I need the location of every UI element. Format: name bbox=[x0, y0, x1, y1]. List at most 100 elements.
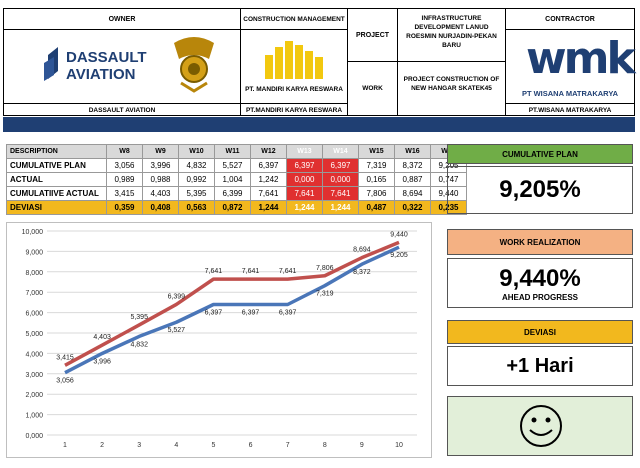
table-row-deviasi: DEVIASI 0,359 0,408 0,563 0,872 1,244 1,… bbox=[6, 200, 467, 215]
realization-value-box: 9,440% AHEAD PROGRESS bbox=[447, 258, 633, 308]
table-cell: 0,408 bbox=[142, 200, 179, 215]
project-work-values: INFRASTRUCTURE DEVELOPMENT LANUD ROESMIN… bbox=[398, 9, 506, 115]
table-row: ACTUAL 0,989 0,988 0,992 1,004 1,242 0,0… bbox=[6, 172, 467, 187]
row-label: CUMULATIIVE ACTUAL bbox=[6, 186, 107, 201]
air-force-emblem-icon bbox=[169, 33, 219, 93]
table-cell: 4,832 bbox=[178, 158, 215, 173]
owner-title: OWNER bbox=[108, 16, 136, 23]
y-tick-label: 4,000 bbox=[25, 351, 43, 358]
y-tick-label: 10,000 bbox=[22, 229, 44, 236]
y-tick-label: 2,000 bbox=[25, 392, 43, 399]
smiley-icon bbox=[520, 405, 562, 447]
table-cell: 6,397 bbox=[322, 158, 359, 173]
contractor-caption: PT.WISANA MATRAKARYA bbox=[528, 107, 612, 114]
y-tick-label: 0,000 bbox=[25, 433, 43, 440]
data-label: 3,056 bbox=[56, 378, 74, 385]
x-tick-label: 2 bbox=[100, 442, 104, 449]
y-tick-label: 3,000 bbox=[25, 372, 43, 379]
x-tick-label: 5 bbox=[211, 442, 215, 449]
week-header: W11 bbox=[214, 144, 251, 159]
table-cell: 0,322 bbox=[394, 200, 431, 215]
data-label: 4,832 bbox=[130, 341, 148, 348]
data-label: 9,440 bbox=[390, 231, 408, 238]
table-cell: 0,887 bbox=[394, 172, 431, 187]
data-label: 6,397 bbox=[279, 310, 297, 317]
data-label: 6,399 bbox=[168, 293, 186, 300]
x-tick-label: 8 bbox=[323, 442, 327, 449]
x-tick-label: 3 bbox=[137, 442, 141, 449]
week-header: W16 bbox=[394, 144, 431, 159]
table-cell: 9,440 bbox=[430, 186, 467, 201]
dassault-logo-icon: DASSAULT AVIATION bbox=[44, 47, 147, 83]
wmk-logo: wmk bbox=[526, 33, 636, 84]
table-cell: 7,319 bbox=[358, 158, 395, 173]
project-label: PROJECT bbox=[355, 32, 390, 39]
mandiri-logo-icon bbox=[261, 39, 328, 79]
table-cell: 6,397 bbox=[250, 158, 287, 173]
work-value: PROJECT CONSTRUCTION OF NEW HANGAR SKATE… bbox=[403, 76, 500, 92]
y-tick-label: 5,000 bbox=[25, 331, 43, 338]
plan-title-box: CUMULATIVE PLAN bbox=[447, 144, 633, 164]
dassault-logo: DASSAULT AVIATION bbox=[44, 43, 164, 83]
contractor-logo-sub: PT WISANA MATRAKARYA bbox=[521, 89, 619, 98]
data-label: 3,415 bbox=[56, 354, 74, 361]
x-tick-label: 7 bbox=[286, 442, 290, 449]
week-header: W12 bbox=[250, 144, 287, 159]
contractor-cell: CONTRACTOR wmk PT WISANA MATRAKARYA PT.W… bbox=[506, 9, 636, 115]
table-cell: 7,641 bbox=[286, 186, 323, 201]
y-tick-label: 7,000 bbox=[25, 290, 43, 297]
table-cell: 0,165 bbox=[358, 172, 395, 187]
status-box bbox=[447, 396, 633, 456]
row-label: CUMULATIVE PLAN bbox=[6, 158, 107, 173]
project-work-labels: PROJECT WORK bbox=[348, 9, 398, 115]
table-cell: 1,244 bbox=[250, 200, 287, 215]
row-label: DEVIASI bbox=[6, 200, 107, 215]
table-cell: 5,395 bbox=[178, 186, 215, 201]
deviasi-title-box: DEVIASI bbox=[447, 320, 633, 344]
header-band bbox=[3, 117, 635, 132]
table-cell: 0,988 bbox=[142, 172, 179, 187]
svg-text:AVIATION: AVIATION bbox=[66, 66, 135, 83]
data-label: 5,527 bbox=[168, 327, 186, 334]
owner-cell: OWNER DASSAULT AVIATION DASSAULT AVIATIO… bbox=[4, 9, 241, 115]
table-cell: 0,000 bbox=[322, 172, 359, 187]
data-label: 7,319 bbox=[316, 291, 334, 298]
week-header: W9 bbox=[142, 144, 179, 159]
table-cell: 0,872 bbox=[214, 200, 251, 215]
table-cell: 1,242 bbox=[250, 172, 287, 187]
deviasi-value-box: +1 Hari bbox=[447, 346, 633, 386]
contractor-title: CONTRACTOR bbox=[545, 16, 595, 23]
description-header: DESCRIPTION bbox=[6, 144, 107, 159]
realization-value: 9,440% bbox=[499, 265, 581, 292]
plan-series-line bbox=[64, 245, 400, 375]
table-cell: 3,415 bbox=[106, 186, 143, 201]
owner-caption: DASSAULT AVIATION bbox=[88, 107, 156, 114]
svg-text:DASSAULT: DASSAULT bbox=[66, 49, 147, 66]
data-label: 7,641 bbox=[279, 268, 297, 275]
data-label: 5,395 bbox=[130, 314, 148, 321]
project-header: OWNER DASSAULT AVIATION DASSAULT AVIATIO… bbox=[3, 8, 636, 116]
realization-title-box: WORK REALIZATION bbox=[447, 229, 633, 255]
table-cell: 0,000 bbox=[286, 172, 323, 187]
construction-management-cell: CONSTRUCTION MANAGEMENT PT. MANDIRI KARY… bbox=[241, 9, 348, 115]
table-cell: 0,989 bbox=[106, 172, 143, 187]
project-value: INFRASTRUCTURE DEVELOPMENT LANUD ROESMIN… bbox=[406, 15, 497, 49]
data-label: 7,641 bbox=[242, 268, 260, 275]
deviasi-title: DEVIASI bbox=[523, 327, 556, 337]
table-cell: 0,235 bbox=[430, 200, 467, 215]
table-cell: 7,806 bbox=[358, 186, 395, 201]
data-label: 3,996 bbox=[93, 358, 111, 365]
x-tick-label: 9 bbox=[360, 442, 364, 449]
data-label: 8,372 bbox=[353, 269, 371, 276]
x-tick-label: 4 bbox=[174, 442, 178, 449]
week-header: W15 bbox=[358, 144, 395, 159]
s-curve-chart: 0,000 1,000 2,000 3,000 4,000 5,000 6,000 7,000… bbox=[6, 222, 432, 458]
work-label: WORK bbox=[362, 85, 383, 92]
realization-title: WORK REALIZATION bbox=[499, 237, 581, 247]
table-cell: 4,403 bbox=[142, 186, 179, 201]
cm-caption: PT.MANDIRI KARYA RESWARA bbox=[245, 107, 343, 114]
table-cell: 7,641 bbox=[250, 186, 287, 201]
table-cell: 3,996 bbox=[142, 158, 179, 173]
plan-title: CUMULATIVE PLAN bbox=[502, 149, 578, 159]
table-cell: 0,563 bbox=[178, 200, 215, 215]
